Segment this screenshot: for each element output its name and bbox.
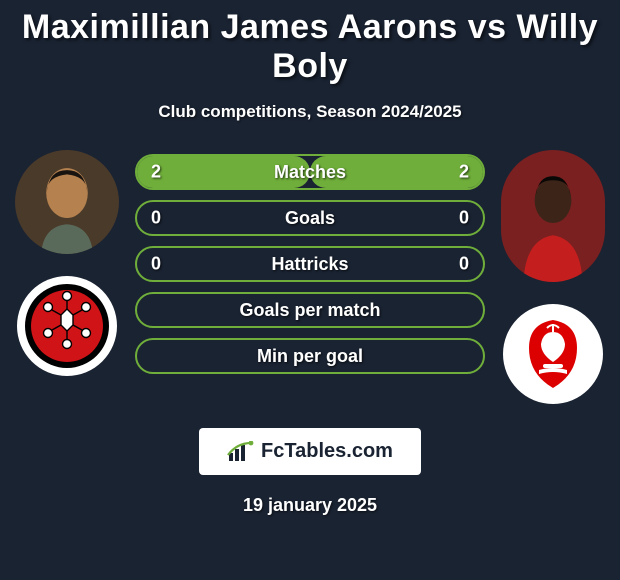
- stat-value-right: 2: [459, 162, 469, 183]
- club-crest-icon: [513, 314, 593, 394]
- stat-value-right: 0: [459, 254, 469, 275]
- right-player-column: [501, 146, 605, 404]
- stat-value-left: 0: [151, 208, 161, 229]
- content-row: 2 Matches 2 0 Goals 0 0 Hattricks 0 Goals per mat…: [0, 146, 620, 404]
- person-icon: [31, 166, 104, 254]
- stat-label: Hattricks: [271, 254, 348, 275]
- attribution-row: FcTables.com: [0, 428, 620, 475]
- stat-bar: Min per goal: [135, 338, 485, 374]
- stat-label: Goals: [285, 208, 335, 229]
- left-club-badge: [17, 276, 117, 376]
- stat-label: Min per goal: [257, 346, 363, 367]
- stat-value-left: 2: [151, 162, 161, 183]
- person-icon: [517, 170, 590, 282]
- date-label: 19 january 2025: [0, 495, 620, 516]
- left-player-column: [15, 146, 119, 376]
- subtitle: Club competitions, Season 2024/2025: [0, 102, 620, 122]
- fctables-logo: FcTables.com: [199, 428, 421, 475]
- stat-bar: 0 Hattricks 0: [135, 246, 485, 282]
- stat-bars: 2 Matches 2 0 Goals 0 0 Hattricks 0 Goals per mat…: [135, 146, 485, 374]
- stat-bar: 0 Goals 0: [135, 200, 485, 236]
- comparison-infographic: Maximillian James Aarons vs Willy Boly C…: [0, 0, 620, 516]
- club-crest-icon: [24, 283, 110, 369]
- stat-label: Goals per match: [239, 300, 380, 321]
- right-player-photo: [501, 150, 605, 282]
- logo-text: FcTables.com: [261, 440, 393, 463]
- bars-chart-icon: [227, 441, 255, 463]
- right-club-badge: [503, 304, 603, 404]
- stat-bar: Goals per match: [135, 292, 485, 328]
- page-title: Maximillian James Aarons vs Willy Boly: [0, 8, 620, 86]
- stat-value-right: 0: [459, 208, 469, 229]
- left-player-photo: [15, 150, 119, 254]
- stat-bar: 2 Matches 2: [135, 154, 485, 190]
- stat-label: Matches: [274, 162, 346, 183]
- stat-value-left: 0: [151, 254, 161, 275]
